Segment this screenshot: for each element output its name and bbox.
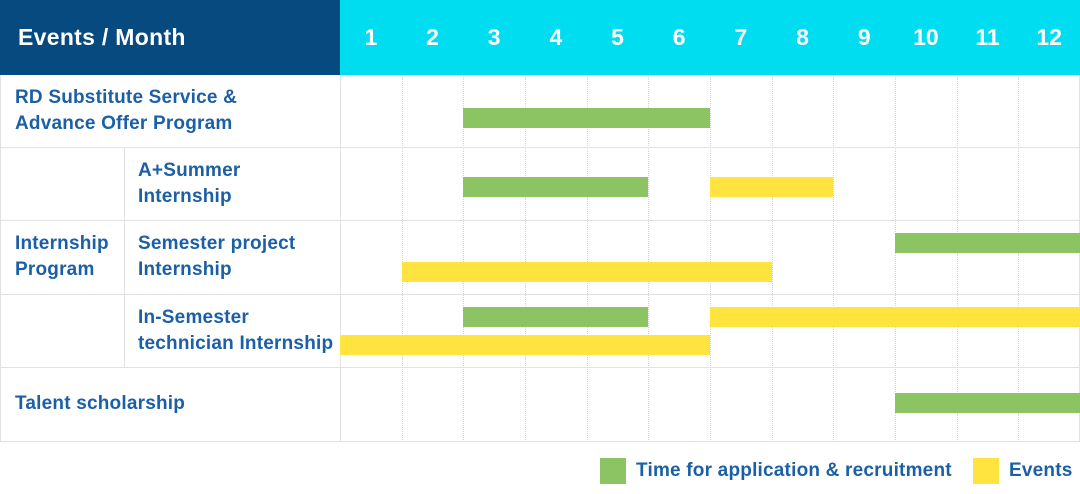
grid-line: [895, 75, 896, 440]
group-label-internship-program-line: Program: [15, 259, 95, 280]
event-bar-m2-m7: [401, 262, 772, 282]
row-label-0: RD Substitute Service & Advance Offer Pro…: [0, 75, 340, 147]
row-separator-line: [0, 220, 1080, 221]
row-label-4: Talent scholarship: [0, 367, 340, 441]
legend-label-events: Events: [1009, 460, 1073, 481]
legend-label-application: Time for application & recruitment: [636, 460, 952, 481]
group-label-internship-program: Internship Program: [0, 147, 124, 367]
row-separator-line: [0, 367, 1080, 368]
month-header-10: 10: [913, 24, 939, 50]
month-header-2: 2: [426, 24, 439, 50]
month-header-3: 3: [487, 24, 501, 50]
month-header-12: 12: [1036, 24, 1063, 50]
grid-line: [833, 75, 834, 440]
grid-line: [587, 75, 588, 440]
row-label-3-line: In-Semester: [138, 306, 249, 328]
months-header-row: 1 2 3 4 5 6 7 8 9 10 11 12: [340, 0, 1080, 75]
month-header-1: 1: [364, 24, 378, 50]
month-header-9: 9: [857, 24, 871, 50]
row-separator-line: [0, 147, 1080, 148]
corner-header-cell: Events / Month: [0, 0, 340, 75]
event-bar-m7-m12: [710, 307, 1080, 327]
application-bar-m3-m5: [463, 177, 649, 197]
row-label-1-line: Internship: [138, 185, 232, 207]
month-header-7: 7: [734, 24, 748, 50]
row-separator-line: [0, 441, 1080, 442]
row-label-3-line: technician Internship: [138, 332, 334, 354]
row-label-0-line: Advance Offer Program: [15, 113, 233, 134]
row-label-0-line: RD Substitute Service &: [15, 87, 238, 108]
event-bar-m7-m8: [710, 177, 834, 197]
application-bar-m3-m6: [463, 108, 710, 128]
month-header-6: 6: [672, 24, 686, 50]
row-label-4-line: Talent scholarship: [15, 393, 186, 414]
row-label-2: Semester project Internship: [124, 220, 340, 294]
row-separator-line: [0, 294, 1080, 295]
grid-line: [772, 75, 773, 440]
grid-line: [124, 147, 125, 367]
grid-line: [1018, 75, 1019, 440]
row-label-2-line: Semester project: [138, 233, 296, 254]
month-header-8: 8: [796, 24, 809, 50]
green-swatch-icon: [600, 458, 626, 484]
event-bar-m1-m6: [340, 335, 710, 355]
grid-line: [525, 75, 526, 440]
month-header-4: 4: [549, 24, 563, 50]
legend-item-application: Time for application & recruitment: [600, 458, 952, 484]
application-bar-m10-m12: [895, 233, 1080, 253]
grid-line: [648, 75, 649, 440]
corner-header-label: Events / Month: [18, 24, 186, 50]
application-bar-m10-m12: [895, 393, 1080, 413]
yellow-swatch-icon: [973, 458, 999, 484]
application-bar-m3-m5: [463, 307, 649, 327]
grid-line: [340, 75, 341, 441]
grid-line: [402, 75, 403, 440]
row-label-1-line: A+Summer: [138, 159, 241, 181]
legend: Time for application & recruitment Event…: [0, 458, 1080, 490]
grid-line: [710, 75, 711, 440]
month-header-5: 5: [611, 24, 624, 50]
grid-line: [957, 75, 958, 440]
month-header-11: 11: [975, 24, 1000, 50]
row-label-3: In-Semester technician Internship: [124, 294, 340, 367]
group-label-internship-program-line: Internship: [15, 233, 109, 254]
row-label-1: A+Summer Internship: [124, 147, 340, 220]
grid-line: [0, 75, 1, 441]
legend-item-events: Events: [973, 458, 1073, 484]
grid-line: [463, 75, 464, 440]
row-label-2-line: Internship: [138, 259, 232, 280]
